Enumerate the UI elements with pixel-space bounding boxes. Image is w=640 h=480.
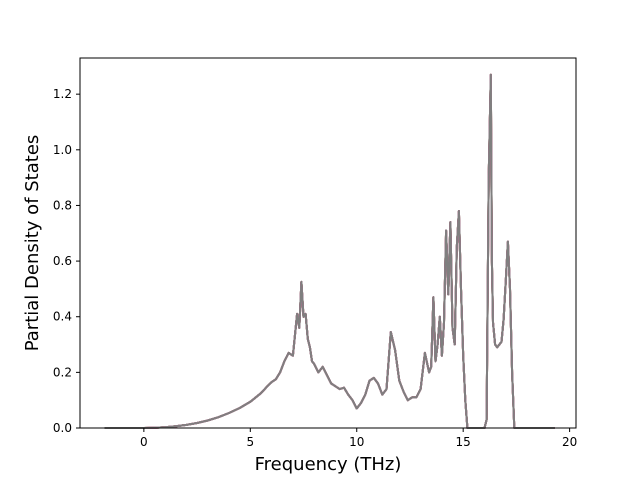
x-tick-label: 5 (246, 435, 254, 449)
y-tick-label: 0.8 (53, 198, 72, 212)
x-tick-label: 15 (456, 435, 471, 449)
plot-frame (79, 57, 577, 429)
y-tick-label: 0.4 (53, 310, 72, 324)
y-tick-label: 0.6 (53, 254, 72, 268)
x-tick-label: 10 (349, 435, 364, 449)
y-tick-label: 0.2 (53, 365, 72, 379)
x-axis-label: Frequency (THz) (255, 454, 402, 475)
y-tick-label: 1.2 (53, 87, 72, 101)
x-axis-ticks: 0 5 10 15 20 (140, 428, 577, 449)
x-tick-label: 20 (562, 435, 577, 449)
x-tick-label: 0 (140, 435, 148, 449)
y-axis-label: Partial Density of States (22, 135, 43, 352)
y-axis-ticks: 0.0 0.2 0.4 0.6 0.8 1.0 1.2 (53, 87, 80, 435)
series-layer (104, 73, 555, 429)
y-tick-label: 0.0 (53, 421, 72, 435)
y-tick-label: 1.0 (53, 143, 72, 157)
pdos-series-line (104, 73, 555, 429)
